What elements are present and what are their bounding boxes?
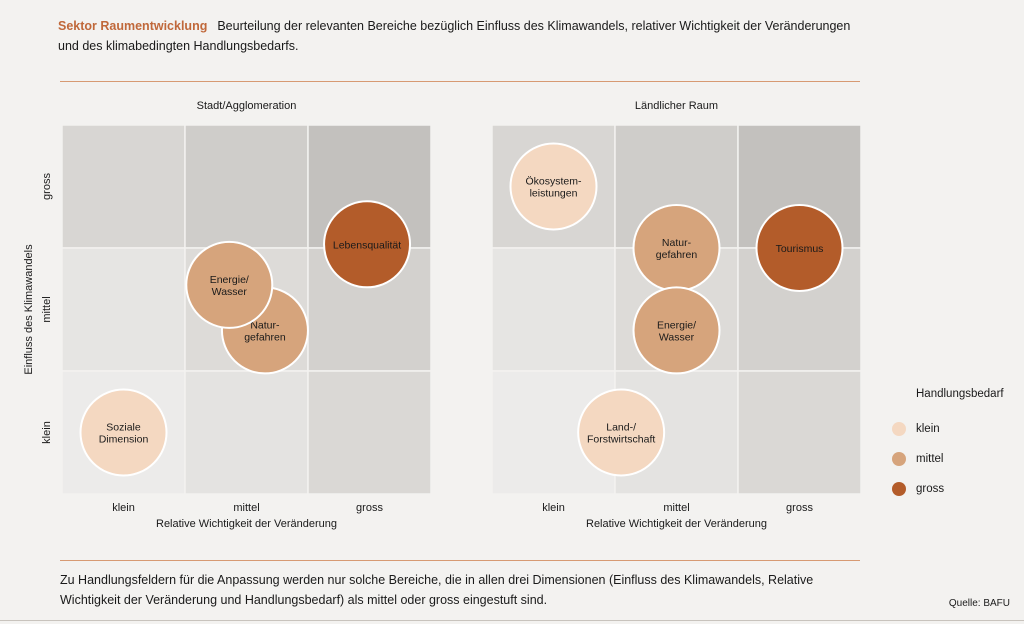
bubble: Land-/Forstwirtschaft xyxy=(577,388,666,477)
bubble-circle xyxy=(185,240,274,329)
chart-description: Beurteilung der relevanten Bereiche bezü… xyxy=(58,19,851,53)
legend: Handlungsbedarf klein mittel gross xyxy=(892,388,1004,504)
top-divider xyxy=(60,81,860,82)
x-tick-label: klein xyxy=(542,502,565,514)
bubble: Soziale Dimension xyxy=(79,388,168,477)
panel-1: Stadt/Agglomeration klein mittel gross Relat… xyxy=(23,100,432,530)
bubble-label: Energie/Wasser xyxy=(210,274,249,298)
grid-cell xyxy=(184,124,309,249)
legend-label: mittel xyxy=(916,453,944,465)
bubble: Energie/Wasser xyxy=(185,240,274,329)
bubble-circle xyxy=(632,286,721,375)
chart-area: Stadt/Agglomeration klein mittel gross Relat… xyxy=(23,100,862,530)
sector-title: Sektor Raumentwicklung xyxy=(58,19,208,33)
y-tick-label: gross xyxy=(41,173,53,200)
bubble: Ökosystem-leistungen xyxy=(509,142,598,231)
legend-title: Handlungsbedarf xyxy=(916,388,1004,400)
grid-cell xyxy=(61,124,186,249)
bubble-label: Soziale Dimension xyxy=(99,422,149,446)
bubble-circle xyxy=(79,388,168,477)
legend-label: klein xyxy=(916,423,940,435)
panel-title: Ländlicher Raum xyxy=(635,100,718,112)
grid-cell xyxy=(184,370,309,495)
grid-cell xyxy=(307,370,432,495)
bubble-label: Energie/Wasser xyxy=(657,319,696,343)
y-tick-label: klein xyxy=(41,421,53,444)
x-tick-label: mittel xyxy=(233,502,259,514)
x-axis-label: Relative Wichtigkeit der Veränderung xyxy=(156,518,337,530)
bottom-divider xyxy=(60,560,860,561)
source-label: Quelle: BAFU xyxy=(948,598,1010,609)
legend-item-mittel: mittel xyxy=(892,444,1004,474)
bubble: Natur-gefahren xyxy=(632,204,721,292)
bubble: Energie/Wasser xyxy=(632,286,721,375)
x-tick-label: klein xyxy=(112,502,135,514)
bubble-label: Tourismus xyxy=(776,243,824,255)
x-tick-label: mittel xyxy=(663,502,689,514)
legend-item-gross: gross xyxy=(892,474,1004,504)
bubble-label: Natur-gefahren xyxy=(656,237,698,261)
y-axis-label: Einfluss des Klimawandels xyxy=(23,244,35,375)
grid-cell xyxy=(61,247,186,372)
legend-swatch xyxy=(892,482,906,496)
legend-swatch xyxy=(892,422,906,436)
bubble-label: Ökosystem-leistungen xyxy=(525,176,582,200)
legend-item-klein: klein xyxy=(892,414,1004,444)
footer-note: Zu Handlungsfeldern für die Anpassung we… xyxy=(60,573,814,607)
bubble-circle xyxy=(577,388,666,477)
bubble: Lebensqualität xyxy=(323,200,412,289)
legend-swatch xyxy=(892,452,906,466)
legend-label: gross xyxy=(916,483,945,495)
bubble-circle xyxy=(755,204,844,292)
bubble-label: Natur-gefahren xyxy=(244,319,286,343)
x-tick-label: gross xyxy=(356,502,383,514)
bubble-circle xyxy=(509,142,598,231)
x-axis-label: Relative Wichtigkeit der Veränderung xyxy=(586,518,767,530)
chart-header: Sektor Raumentwicklung Beurteilung der re… xyxy=(58,16,858,56)
bubble: Tourismus xyxy=(755,204,844,292)
grid-cell xyxy=(491,247,616,372)
bubble-label: Lebensqualität xyxy=(333,239,401,251)
grid-cell xyxy=(737,370,862,495)
bubble-label: Land-/Forstwirtschaft xyxy=(587,422,655,446)
y-tick-label: mittel xyxy=(41,296,53,322)
page-bottom-line xyxy=(0,620,1024,621)
bubble-circle xyxy=(323,200,412,289)
panel-title: Stadt/Agglomeration xyxy=(197,100,297,112)
panel-2: Ländlicher Raum klein mittel gross Relative … xyxy=(491,100,862,530)
x-tick-label: gross xyxy=(786,502,813,514)
